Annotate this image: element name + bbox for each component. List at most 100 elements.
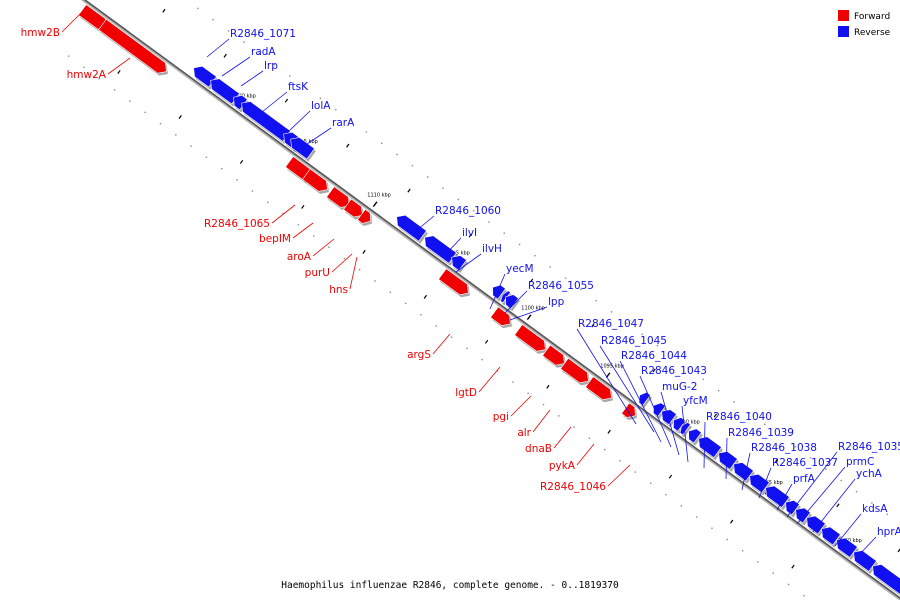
gene-label-reverse[interactable]: hprA bbox=[857, 526, 900, 557]
gene-arrow-reverse[interactable] bbox=[688, 428, 703, 446]
gene-label-reverse[interactable]: radA bbox=[221, 46, 276, 77]
gene-label-forward[interactable]: hmw2A bbox=[67, 57, 131, 81]
gene-label-reverse[interactable]: R2846_1055 bbox=[504, 280, 594, 314]
gene-label-reverse[interactable]: R2846_1040 bbox=[703, 411, 772, 469]
gene-label-reverse[interactable]: kdsA bbox=[834, 503, 888, 547]
guide-dot bbox=[503, 232, 505, 234]
gene-label-reverse[interactable]: R2846_1035 bbox=[786, 441, 900, 518]
gene-label-reverse[interactable]: lpp bbox=[509, 296, 565, 321]
guide-dot bbox=[481, 358, 483, 361]
guide-dot bbox=[695, 516, 698, 518]
gene-label-forward[interactable]: hns bbox=[329, 256, 358, 296]
gene-label-reverse[interactable]: R2846_1043 bbox=[639, 365, 707, 448]
gene-arrow-body bbox=[357, 208, 371, 224]
gene-arrow-forward[interactable] bbox=[542, 344, 566, 368]
gene-arrow-forward[interactable] bbox=[343, 198, 364, 220]
gene-label-reverse[interactable]: R2846_1044 bbox=[619, 350, 687, 443]
gene-arrow-reverse[interactable] bbox=[638, 391, 652, 409]
gene-arrow-body bbox=[326, 186, 350, 208]
gene-arrow-forward[interactable] bbox=[585, 376, 613, 403]
gene-label-reverse[interactable]: rarA bbox=[303, 117, 355, 147]
gene-arrow-reverse[interactable] bbox=[396, 214, 428, 244]
gene-label-reverse[interactable]: ftsK bbox=[261, 81, 309, 113]
gene-arrow-reverse[interactable] bbox=[424, 235, 458, 266]
guide-dot bbox=[297, 224, 300, 226]
gene-arrow-forward[interactable] bbox=[514, 324, 547, 354]
guide-dot bbox=[190, 145, 192, 147]
gene-label-text: lpp bbox=[548, 296, 565, 308]
leader-line bbox=[221, 56, 251, 77]
gene-arrow-forward[interactable] bbox=[326, 186, 351, 210]
gene-label-reverse[interactable]: lrp bbox=[240, 60, 278, 87]
minor-tick bbox=[529, 278, 534, 283]
gene-label-reverse[interactable]: muG-2 bbox=[660, 381, 698, 456]
leader-line bbox=[599, 345, 655, 433]
gene-label-forward[interactable]: R2846_1046 bbox=[540, 464, 631, 493]
gene-arrow-forward[interactable] bbox=[357, 208, 372, 226]
gene-label-forward[interactable]: R2846_1065 bbox=[204, 204, 296, 230]
gene-arrow-reverse[interactable] bbox=[785, 500, 801, 518]
gene-label-text: R2846_1044 bbox=[621, 350, 687, 362]
guide-dot bbox=[512, 381, 514, 383]
gene-label-forward[interactable]: pgi bbox=[493, 395, 532, 423]
guide-dot bbox=[726, 538, 728, 541]
gene-label-text: R2846_1039 bbox=[728, 427, 794, 439]
gene-arrow-body bbox=[505, 294, 519, 310]
gene-arrow-reverse[interactable] bbox=[451, 255, 468, 274]
gene-label-reverse[interactable]: R2846_1038 bbox=[741, 442, 817, 491]
gene-arrow-reverse[interactable] bbox=[872, 564, 900, 598]
gene-arrow-forward[interactable] bbox=[438, 268, 470, 298]
gene-label-forward[interactable]: dnaB bbox=[525, 426, 572, 455]
gene-label-reverse[interactable]: yecM bbox=[489, 263, 534, 310]
leader-line bbox=[553, 426, 572, 449]
gene-label-forward[interactable]: hmw2B bbox=[21, 9, 85, 39]
guide-dot bbox=[282, 212, 284, 215]
gene-arrow-forward[interactable] bbox=[490, 306, 512, 329]
gene-label-forward[interactable]: purU bbox=[305, 253, 353, 279]
guide-dot bbox=[855, 491, 858, 493]
minor-tick bbox=[178, 115, 182, 119]
tick-label: 1100 kbp bbox=[521, 306, 545, 312]
gene-label-forward[interactable]: alr bbox=[517, 409, 551, 439]
gene-label-reverse[interactable]: ychA bbox=[812, 468, 883, 533]
guide-dot bbox=[803, 594, 805, 597]
guide-dot bbox=[757, 561, 759, 563]
gene-label-reverse[interactable]: R2846_1037 bbox=[758, 457, 838, 499]
gene-label-forward[interactable]: pykA bbox=[549, 443, 595, 472]
gene-label-reverse[interactable]: R2846_1071 bbox=[206, 28, 296, 58]
gene-label-reverse[interactable]: R2846_1039 bbox=[725, 427, 794, 480]
gene-label-reverse[interactable]: yfcM bbox=[681, 395, 708, 463]
gene-label-text: R2846_1047 bbox=[578, 318, 644, 330]
gene-arrow-body bbox=[853, 550, 877, 572]
gene-label-reverse[interactable]: ilvI bbox=[443, 227, 477, 257]
minor-tick bbox=[774, 458, 779, 463]
gene-arrow-reverse[interactable] bbox=[290, 137, 316, 162]
gene-arrow-forward[interactable] bbox=[98, 18, 168, 76]
gene-label-reverse[interactable]: prmC bbox=[796, 456, 874, 525]
guide-dot bbox=[672, 356, 674, 358]
guide-dot bbox=[496, 370, 499, 372]
gene-label-text: lolA bbox=[311, 100, 331, 112]
gene-label-text: R2846_1060 bbox=[435, 205, 501, 217]
gene-label-reverse[interactable]: R2846_1045 bbox=[599, 335, 667, 433]
legend-label: Forward bbox=[854, 12, 890, 22]
gene-label-reverse[interactable]: R2846_1060 bbox=[410, 205, 501, 236]
gene-arrow-reverse[interactable] bbox=[853, 550, 878, 574]
gene-arrow-reverse[interactable] bbox=[795, 507, 812, 526]
gene-label-reverse[interactable]: prfA bbox=[776, 473, 816, 511]
gene-arrow-reverse[interactable] bbox=[505, 294, 520, 312]
gene-label-forward[interactable]: lgtD bbox=[455, 366, 501, 399]
gene-arrow-forward[interactable] bbox=[621, 402, 637, 421]
leader-line bbox=[312, 238, 335, 257]
gene-arrow-reverse[interactable] bbox=[765, 485, 791, 511]
gene-arrow-forward[interactable] bbox=[302, 168, 329, 194]
gene-label-forward[interactable]: bepIM bbox=[259, 222, 314, 245]
gene-label-forward[interactable]: argS bbox=[407, 333, 451, 361]
gene-label-reverse[interactable]: R2846_1047 bbox=[576, 318, 644, 425]
gene-arrow-forward[interactable] bbox=[560, 357, 590, 386]
gene-label-reverse[interactable]: lolA bbox=[288, 100, 331, 132]
gene-label-text: prfA bbox=[793, 473, 816, 485]
gene-label-forward[interactable]: aroA bbox=[287, 238, 335, 263]
gene-arrow-reverse[interactable] bbox=[661, 409, 678, 428]
gene-label-reverse[interactable]: ilvH bbox=[455, 243, 502, 273]
